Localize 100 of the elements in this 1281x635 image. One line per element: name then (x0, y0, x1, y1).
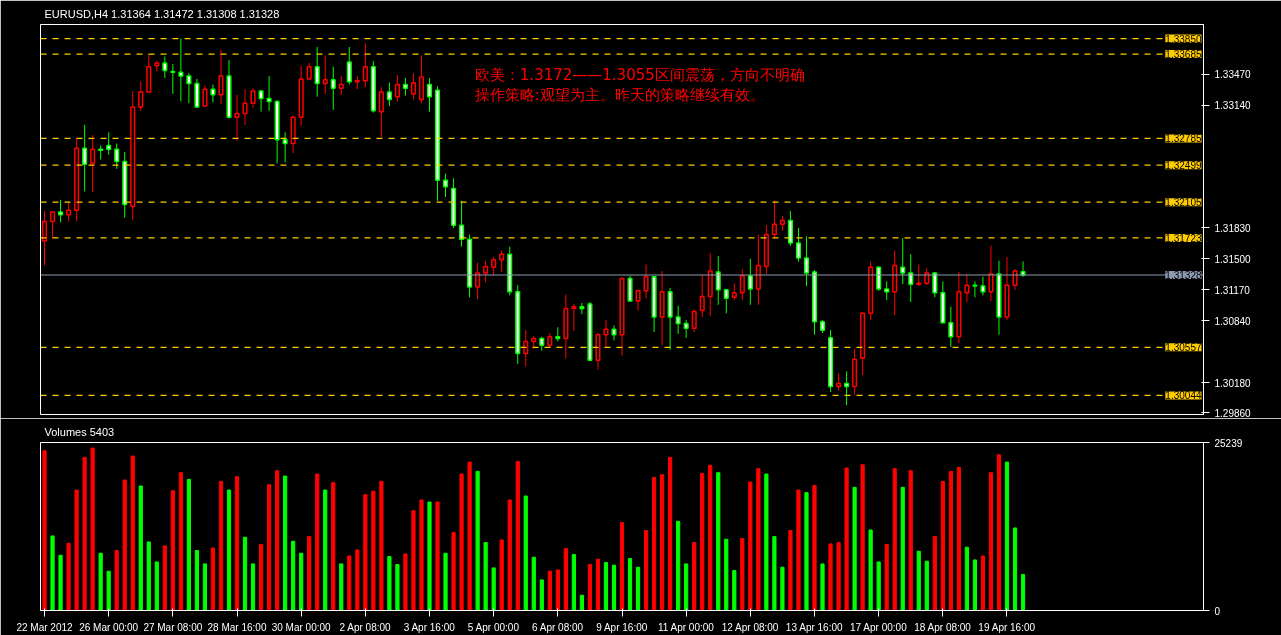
ref-line-label: 1.31723 (1165, 232, 1202, 244)
candlestick (699, 274, 705, 318)
bar (924, 560, 929, 611)
bar (627, 558, 633, 611)
candlestick (114, 143, 120, 170)
candlestick (675, 305, 681, 335)
candlestick (210, 84, 216, 103)
bar (186, 478, 191, 611)
candlestick (394, 74, 400, 102)
y-tick-label: 1.33140 (1214, 100, 1252, 112)
candlestick (178, 38, 184, 102)
bar (1004, 461, 1010, 611)
bar (579, 594, 584, 611)
bar (660, 474, 665, 611)
candlestick (106, 131, 112, 156)
bar (571, 554, 576, 611)
candlestick (322, 54, 328, 95)
bar (700, 472, 705, 611)
bar (178, 472, 183, 611)
y-tick-label: 1.30840 (1214, 315, 1252, 327)
bar (563, 548, 568, 611)
candlestick (459, 200, 465, 248)
candlestick (418, 54, 425, 104)
bar (972, 559, 978, 611)
candlestick (900, 237, 906, 285)
bar (940, 480, 945, 611)
bar (643, 530, 649, 611)
bar (876, 561, 881, 611)
bar (684, 563, 689, 611)
x-tick-label: 27 Mar 08:00 (143, 621, 203, 633)
bar (692, 542, 697, 611)
x-tick-label: 5 Apr 00:00 (467, 621, 520, 633)
candlestick (771, 200, 777, 239)
bar (106, 570, 111, 611)
bar (884, 544, 889, 611)
bar (234, 476, 240, 611)
candlestick (643, 264, 649, 299)
bar (539, 579, 544, 611)
bar (635, 566, 641, 611)
bar (676, 520, 681, 611)
bar (772, 536, 777, 611)
bar (619, 522, 625, 611)
candlestick (876, 265, 882, 292)
bar (138, 485, 143, 611)
bar (483, 542, 488, 611)
y-tick-label: 1.31830 (1214, 222, 1252, 234)
bar (427, 501, 432, 611)
bar (836, 542, 841, 611)
bar (419, 499, 424, 611)
bar (42, 450, 47, 611)
x-tick-label: 2 Apr 08:00 (339, 621, 392, 633)
y-tick-label: 25239 (1214, 437, 1243, 449)
bar (258, 544, 264, 611)
bar (932, 536, 937, 611)
bar (780, 566, 785, 611)
y-tick-label: 0 (1214, 605, 1221, 617)
bar (226, 489, 232, 611)
bar (50, 535, 55, 611)
x-tick-label: 6 Apr 08:00 (531, 621, 584, 633)
candlestick (66, 201, 72, 222)
candlestick (483, 260, 489, 283)
candlestick (739, 268, 745, 301)
bar (475, 470, 480, 611)
bar (651, 476, 657, 611)
x-tick-label: 9 Apr 16:00 (596, 621, 648, 633)
bar (307, 536, 312, 611)
bar (443, 552, 448, 611)
candlestick (964, 274, 970, 303)
candlestick (186, 72, 192, 104)
candlestick (988, 245, 994, 302)
bar (451, 532, 456, 611)
bar (90, 447, 95, 611)
bar (291, 540, 296, 611)
candlestick (162, 55, 168, 79)
bar (611, 564, 617, 611)
x-tick-label: 28 Mar 16:00 (207, 621, 267, 633)
bar (1012, 527, 1018, 611)
candlestick (82, 124, 88, 192)
candlestick (250, 87, 256, 109)
bar (371, 490, 376, 611)
bar (531, 556, 536, 611)
y-tick-label: 1.31500 (1214, 253, 1252, 265)
bar (515, 460, 520, 611)
bar (170, 490, 175, 611)
candlestick (194, 78, 200, 109)
candlestick (138, 81, 144, 112)
ref-line-label: 1.31328 (1165, 270, 1202, 281)
candlestick (258, 89, 264, 113)
bar (194, 550, 200, 611)
bar (315, 473, 320, 611)
bar (523, 495, 528, 611)
ref-line-label: 1.32499 (1165, 160, 1202, 172)
candlestick (499, 249, 505, 273)
bar (892, 468, 897, 611)
candlestick (90, 134, 96, 193)
candlestick (691, 309, 697, 333)
bar (242, 536, 248, 611)
bar (988, 472, 994, 611)
bar (852, 486, 857, 611)
bar (154, 561, 159, 611)
